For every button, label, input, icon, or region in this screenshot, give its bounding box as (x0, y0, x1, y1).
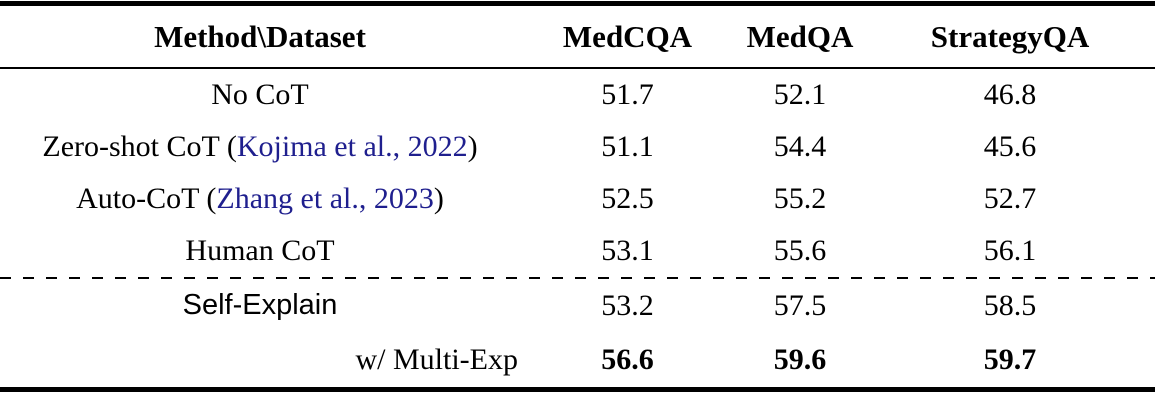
method-label: Zero-shot CoT ( (42, 130, 237, 163)
results-table: Method\Dataset MedCQA MedQA StrategyQA N… (0, 1, 1155, 392)
table-header-row: Method\Dataset MedCQA MedQA StrategyQA (0, 6, 1155, 67)
value-cell-medqa: 54.4 (773, 130, 827, 163)
table-section-divider (0, 277, 1155, 279)
method-cell: Human CoT (0, 225, 520, 277)
method-label: w/ Multi-Exp (355, 342, 519, 376)
table-bottom-rule (0, 387, 1155, 392)
method-label-suffix: ) (433, 182, 444, 215)
citation-link[interactable]: Kojima et al., 2022 (236, 130, 468, 163)
table-top-rule (0, 1, 1155, 6)
citation-link[interactable]: Zhang et al., 2023 (216, 182, 434, 215)
column-header-medcqa: MedCQA (562, 19, 693, 54)
method-label: Self-Explain (182, 289, 338, 321)
method-cell: w/ Multi-Exp (0, 332, 520, 387)
column-header-method-dataset: Method\Dataset (154, 19, 366, 54)
value-cell-strategyqa: 45.6 (983, 130, 1037, 163)
table-row: Zero-shot CoT (Kojima et al., 2022) 51.1… (0, 121, 1155, 173)
method-cell: Self-Explain (0, 279, 520, 332)
value-cell-medcqa: 51.7 (601, 78, 654, 111)
method-cell: Zero-shot CoT (Kojima et al., 2022) (0, 121, 520, 173)
value-cell-medqa: 59.6 (773, 342, 827, 376)
value-cell-medqa: 52.1 (773, 78, 827, 111)
value-cell-medcqa: 52.5 (601, 182, 654, 215)
value-cell-strategyqa: 52.7 (983, 182, 1037, 215)
method-cell: Auto-CoT (Zhang et al., 2023) (0, 173, 520, 225)
table-row: Human CoT 53.1 55.6 56.1 (0, 225, 1155, 277)
method-label: Human CoT (185, 234, 335, 267)
table-header-rule (0, 67, 1155, 69)
value-cell-medcqa: 51.1 (601, 130, 654, 163)
value-cell-strategyqa: 59.7 (983, 342, 1037, 376)
table-row: No CoT 51.7 52.1 46.8 (0, 69, 1155, 121)
table-row: Self-Explain 53.2 57.5 58.5 (0, 279, 1155, 332)
value-cell-strategyqa: 46.8 (983, 78, 1037, 111)
method-cell: No CoT (0, 69, 520, 121)
table-row: Auto-CoT (Zhang et al., 2023) 52.5 55.2 … (0, 173, 1155, 225)
value-cell-medqa: 57.5 (773, 288, 827, 322)
value-cell-medqa: 55.6 (773, 234, 827, 267)
method-label-suffix: ) (467, 130, 478, 163)
method-label: Auto-CoT ( (76, 182, 217, 215)
value-cell-medqa: 55.2 (773, 182, 827, 215)
column-header-strategyqa: StrategyQA (930, 19, 1090, 54)
value-cell-medcqa: 53.1 (601, 234, 654, 267)
value-cell-medcqa: 56.6 (601, 342, 654, 376)
table-row: w/ Multi-Exp 56.6 59.6 59.7 (0, 332, 1155, 387)
value-cell-strategyqa: 58.5 (983, 288, 1037, 322)
value-cell-strategyqa: 56.1 (983, 234, 1037, 267)
value-cell-medcqa: 53.2 (601, 288, 654, 322)
column-header-medqa: MedQA (746, 19, 854, 54)
method-label: No CoT (211, 78, 309, 111)
